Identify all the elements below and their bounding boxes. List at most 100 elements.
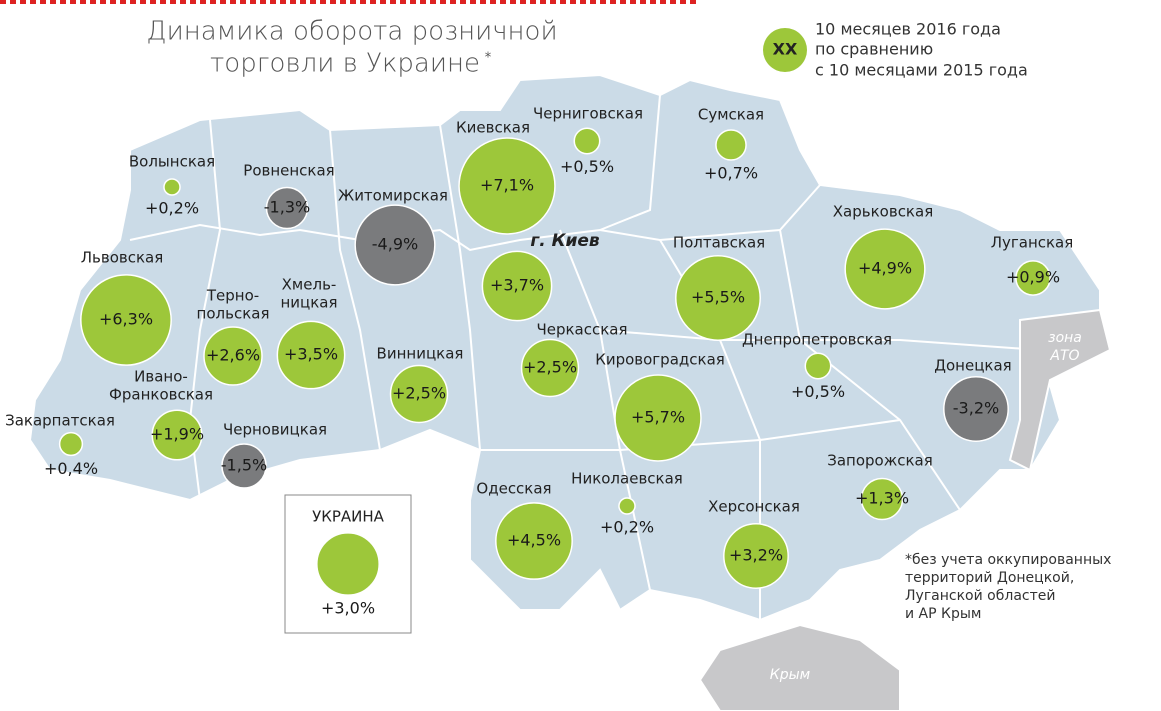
region-name: Одесская	[476, 480, 551, 498]
title: Динамика оборота розничной	[146, 17, 557, 47]
region-name: Кировоградская	[595, 351, 725, 369]
bubble	[354, 204, 436, 286]
bubble	[675, 255, 761, 341]
bubble	[389, 364, 449, 424]
total-name: УКРАИНА	[312, 508, 385, 526]
value-label: +7,1%	[480, 176, 534, 195]
region-name: Луганская	[991, 234, 1074, 252]
region-name: Черниговская	[533, 105, 643, 123]
title-mark: *	[485, 51, 492, 66]
value-label: +4,9%	[858, 259, 912, 278]
region-borders	[129, 94, 1041, 620]
value-label: +4,5%	[507, 531, 561, 550]
value-label: -1,5%	[221, 456, 267, 475]
bubble	[458, 137, 556, 235]
region-name: Хмель-	[282, 276, 337, 294]
bubble	[316, 532, 380, 596]
value-label: +1,3%	[855, 489, 909, 508]
bubble	[481, 250, 553, 322]
bubble	[80, 274, 172, 366]
region-name: ницкая	[280, 294, 337, 312]
crimea-shape	[698, 623, 901, 711]
bubble	[221, 443, 267, 489]
region-name: Запорожская	[827, 452, 933, 470]
region-name: Закарпатская	[5, 412, 115, 430]
value-label: +5,7%	[631, 408, 685, 427]
footnote: *без учета оккупированных	[905, 552, 1111, 568]
bubble	[715, 129, 747, 161]
value-label: +2,5%	[392, 384, 446, 403]
ato-zone	[1008, 308, 1112, 472]
bubble	[276, 320, 346, 390]
bubble	[614, 374, 702, 462]
bubble	[804, 352, 832, 380]
value-label: +0,5%	[791, 382, 845, 401]
ato-label: АТО	[1049, 348, 1079, 364]
value-label: +0,9%	[1006, 268, 1060, 287]
ato-label: зона	[1048, 330, 1082, 346]
value-label: +5,5%	[691, 288, 745, 307]
bubble	[203, 326, 263, 386]
bubble	[151, 409, 203, 461]
value-label: +3,2%	[729, 546, 783, 565]
region-name: Днепропетровская	[742, 331, 892, 349]
value-label: +3,5%	[284, 345, 338, 364]
crimea-label: Крым	[770, 667, 811, 683]
value-label: +2,5%	[523, 358, 577, 377]
region-name: Франковская	[109, 386, 213, 404]
value-label: +0,5%	[560, 157, 614, 176]
value-label: -4,9%	[372, 235, 418, 254]
region-name: Львовская	[81, 249, 164, 267]
region-name: г. Киев	[530, 231, 600, 251]
region-name: Николаевская	[571, 470, 683, 488]
value-label: +0,4%	[44, 459, 98, 478]
footnote: территорий Донецкой,	[905, 570, 1074, 586]
bubble	[520, 338, 580, 398]
total-value: +3,0%	[321, 599, 375, 618]
value-label: -1,3%	[264, 198, 310, 217]
region-name: Полтавская	[673, 234, 765, 252]
legend-text: 10 месяцев 2016 года	[815, 20, 1001, 39]
value-label: +1,9%	[150, 425, 204, 444]
legend-text: с 10 месяцами 2015 года	[815, 61, 1028, 80]
bubble	[573, 127, 601, 155]
region-name: Киевская	[456, 119, 530, 137]
bubble	[1015, 260, 1051, 296]
bubble	[860, 477, 904, 521]
region-name: Сумская	[698, 106, 764, 124]
bubble	[844, 228, 926, 310]
region-name: польская	[197, 305, 270, 323]
legend-symbol-text: XX	[773, 40, 798, 59]
value-label: +6,3%	[99, 310, 153, 329]
bubble	[265, 186, 309, 230]
region-name: Житомирская	[338, 187, 448, 205]
region-name: Харьковская	[833, 203, 933, 221]
title: торговли в Украине	[210, 49, 480, 79]
region-name: Черкасская	[536, 321, 627, 339]
legend-text: по сравнению	[815, 40, 933, 59]
value-label: -3,2%	[953, 399, 999, 418]
bubble	[723, 523, 789, 589]
region-name: Винницкая	[377, 345, 464, 363]
bubble	[618, 497, 636, 515]
value-label: +0,7%	[704, 164, 758, 183]
bubble	[163, 178, 181, 196]
bubble	[58, 431, 84, 457]
region-name: Херсонская	[708, 498, 800, 516]
footnote: Луганской областей	[905, 588, 1055, 604]
bubble	[943, 376, 1009, 442]
region-name: Терно-	[206, 287, 259, 305]
region-name: Донецкая	[934, 357, 1011, 375]
value-label: +0,2%	[600, 518, 654, 537]
region-name: Черновицкая	[223, 421, 327, 439]
value-label: +3,7%	[490, 276, 544, 295]
value-label: +2,6%	[206, 346, 260, 365]
footnote: и АР Крым	[905, 606, 981, 622]
value-label: +0,2%	[145, 199, 199, 218]
region-name: Ивано-	[134, 368, 188, 386]
bubble	[495, 502, 573, 580]
region-name: Ровненская	[243, 162, 334, 180]
legend-symbol	[763, 28, 807, 72]
region-name: Волынская	[129, 153, 215, 171]
